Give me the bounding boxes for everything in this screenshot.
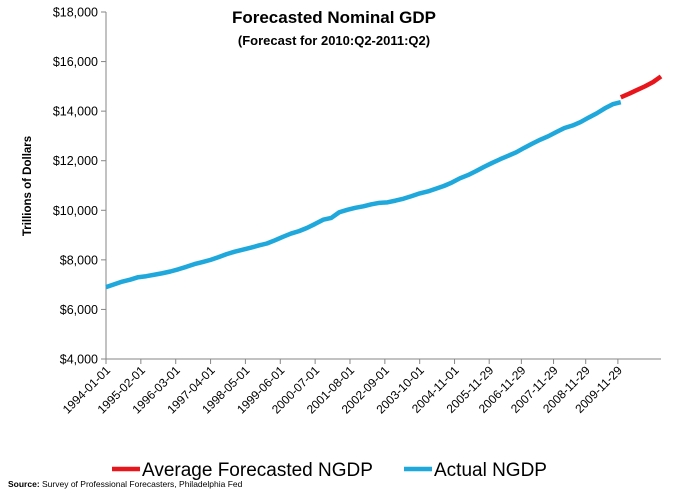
chart-title: Forecasted Nominal GDP [232,8,436,27]
source-note: Source: Survey of Professional Forecaste… [8,479,243,489]
y-tick-label: $10,000 [53,204,98,218]
series-layer [105,74,663,290]
legend-label-actual: Actual NGDP [434,460,547,481]
series-line-forecast [619,74,663,100]
series-line-actual [105,100,622,290]
source-label: Source: [8,479,40,489]
y-axis-label: Trillions of Dollars [22,136,34,236]
source-text: Survey of Professional Forecasters, Phil… [40,479,243,489]
y-tick-label: $8,000 [60,253,98,267]
y-axis-ticks: $4,000 $6,000 $8,000 $10,000 $12,000 $14,000 $… [53,6,106,367]
y-tick-label: $12,000 [53,154,98,168]
chart-subtitle: (Forecast for 2010:Q2-2011:Q2) [238,33,430,48]
y-tick-label: $6,000 [60,303,98,317]
y-tick-label: $4,000 [60,353,98,367]
y-tick-label: $16,000 [53,55,98,69]
legend: Average Forecasted NGDP Actual NGDP [112,460,547,481]
legend-label-forecast: Average Forecasted NGDP [142,460,373,481]
y-tick-label: $14,000 [53,105,98,119]
y-tick-label: $18,000 [53,6,98,20]
x-axis-ticks: 1994-01-011995-02-011996-03-011997-04-01… [60,359,625,417]
